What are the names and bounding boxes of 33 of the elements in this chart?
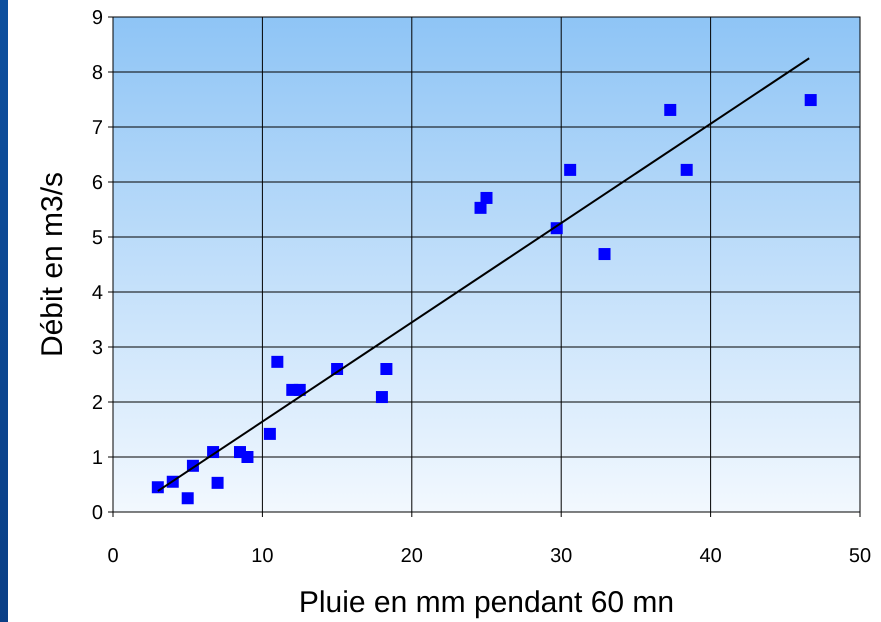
y-tick-label: 4: [92, 282, 103, 304]
point: [182, 492, 194, 504]
point: [480, 192, 492, 204]
y-tick-label: 5: [92, 227, 103, 249]
x-tick-label: 20: [400, 545, 423, 567]
point: [474, 202, 487, 214]
x-tick-label: 10: [251, 545, 274, 567]
point: [376, 391, 388, 404]
y-tick-label: 6: [92, 172, 103, 194]
point: [212, 476, 224, 489]
point: [564, 164, 576, 176]
x-tick-label: 40: [699, 545, 722, 567]
point: [804, 94, 817, 106]
y-tick-label: 8: [92, 62, 103, 84]
point: [264, 428, 276, 440]
x-tick-label: 30: [550, 545, 572, 567]
x-tick-label: 0: [107, 545, 119, 567]
y-tick-label: 9: [92, 7, 103, 29]
x-tick-label: 50: [848, 545, 872, 567]
point: [664, 104, 676, 116]
y-axis-title: Débit en m3/s: [36, 172, 69, 358]
y-tick-label: 7: [92, 117, 103, 139]
point: [598, 248, 611, 260]
point: [294, 384, 306, 396]
point: [271, 356, 284, 368]
point: [241, 451, 254, 463]
x-axis-title: Pluie en mm pendant 60 mn: [298, 586, 674, 619]
point: [380, 363, 392, 375]
point: [680, 164, 693, 176]
y-tick-label: 3: [92, 337, 103, 359]
y-tick-label: 2: [92, 392, 103, 414]
y-tick-label: 0: [92, 502, 103, 524]
y-tick-label: 1: [92, 447, 103, 469]
